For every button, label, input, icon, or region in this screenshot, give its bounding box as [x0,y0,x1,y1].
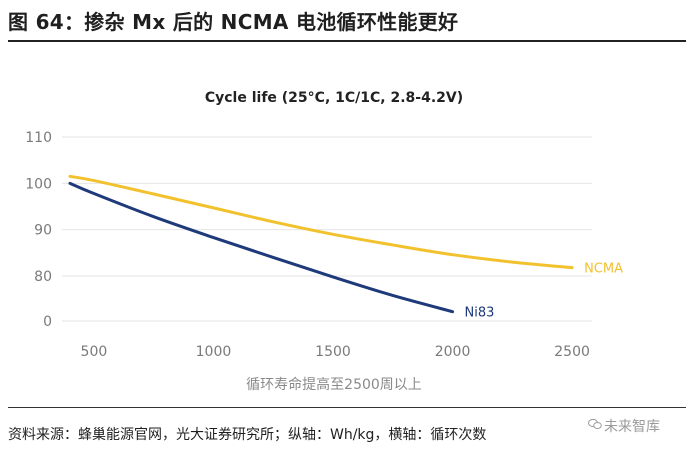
watermark-text: 未来智库 [604,419,660,435]
footer-rule [8,407,686,408]
y-axis-ticks: 0 80 90 100 110 [25,130,52,330]
x-axis-label: 循环寿命提高至2500周以上 [246,376,422,393]
watermark: 未来智库 [578,416,660,436]
x-tick-label: 500 [81,344,108,360]
series-line-ni83 [68,181,455,314]
x-tick-label: 1000 [196,344,232,360]
series-label-ni83: Ni83 [465,306,495,321]
title-rule [8,40,686,42]
source-note: 资料来源：蜂巢能源官网，光大证券研究所；纵轴：Wh/kg，横轴：循环次数 [8,427,487,443]
y-tick-label: 0 [43,314,52,330]
series-labels: NCMA Ni83 [465,262,624,321]
y-tick-label: 90 [34,223,52,239]
cycle-life-chart: Cycle life (25°C, 1C/1C, 2.8-4.2V) 0 80 90… [25,90,624,393]
series-lines [68,174,574,314]
series-line-ncma [68,174,574,270]
x-tick-label: 2500 [554,344,590,360]
grid-lines [62,136,592,322]
x-tick-label: 2000 [435,344,471,360]
x-axis-ticks: 500 1000 1500 2000 2500 [81,344,590,360]
y-tick-label: 80 [34,269,52,285]
x-tick-label: 1500 [315,344,351,360]
figure-title: 图 64：掺杂 Mx 后的 NCMA 电池循环性能更好 [8,10,459,34]
wechat-icon [588,418,602,429]
y-tick-label: 100 [25,176,52,192]
y-tick-label: 110 [25,130,52,146]
chart-container: Cycle life (25°C, 1C/1C, 2.8-4.2V) 0 80 90… [0,44,694,404]
series-label-ncma: NCMA [584,262,623,277]
chart-title: Cycle life (25°C, 1C/1C, 2.8-4.2V) [205,90,463,106]
